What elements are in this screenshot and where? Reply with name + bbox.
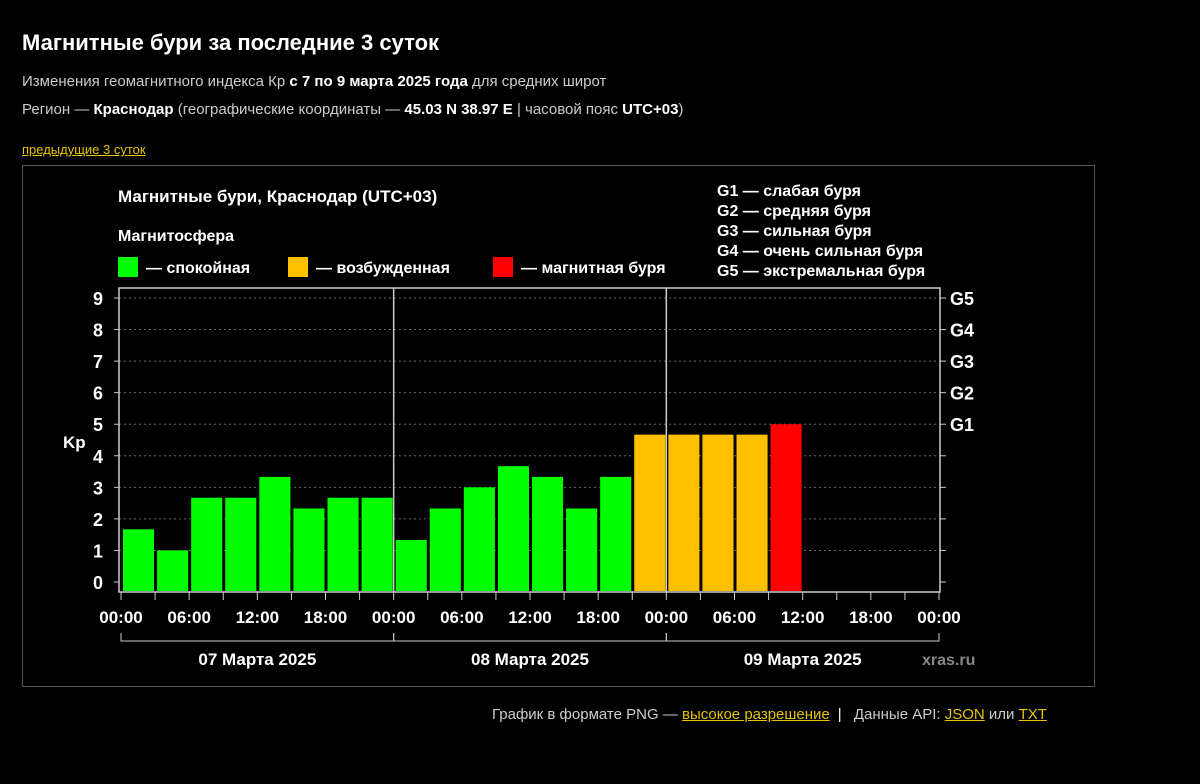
coords-value: 45.03 N 38.97 E	[404, 101, 513, 118]
storm-legend: G1 — слабая буря G2 — средняя буря G3 — си…	[717, 183, 925, 280]
kp-bar	[634, 434, 666, 591]
or-text: или	[984, 706, 1019, 723]
period-dates: с 7 по 9 марта 2025 года	[289, 73, 468, 90]
storm-legend-item: G2 — средняя буря	[717, 203, 871, 220]
subtitle-region: Регион — Краснодар (географические коорд…	[22, 101, 683, 118]
x-tick-label: 12:00	[781, 608, 824, 627]
kp-bar	[770, 424, 802, 591]
kp-bar	[532, 476, 564, 591]
day-label: 08 Марта 2025	[471, 650, 589, 669]
kp-bar	[395, 540, 427, 591]
storm-legend-item: G1 — слабая буря	[717, 183, 861, 200]
y-tick-label: 0	[93, 573, 103, 593]
day-label: 07 Марта 2025	[198, 650, 316, 669]
watermark: xras.ru	[922, 652, 975, 669]
x-tick-label: 06:00	[713, 608, 756, 627]
kp-bar	[361, 497, 393, 591]
kp-bar	[293, 508, 325, 591]
chart-frame	[22, 165, 1095, 687]
page-title: Магнитные бури за последние 3 суток	[22, 30, 440, 55]
timezone-value: UTC+03	[622, 101, 679, 118]
x-tick-label: 18:00	[576, 608, 619, 627]
json-link[interactable]: JSON	[944, 706, 985, 723]
y-tick-label: 7	[93, 352, 103, 372]
legend-swatch	[288, 257, 308, 277]
kp-bar	[429, 508, 461, 591]
high-res-link[interactable]: высокое разрешение	[681, 706, 830, 723]
kp-bar	[327, 497, 359, 591]
kp-bar	[157, 550, 189, 591]
x-tick-label: 18:00	[849, 608, 892, 627]
x-tick-label: 12:00	[236, 608, 279, 627]
api-text: Данные API:	[849, 706, 945, 723]
kp-bar	[463, 487, 495, 591]
g-level-label: G4	[950, 321, 974, 341]
legend-label: — магнитная буря	[521, 260, 666, 277]
storm-legend-item: G4 — очень сильная буря	[717, 243, 923, 260]
chart-title: Магнитные бури, Краснодар (UTC+03)	[118, 187, 437, 206]
legend-swatch	[118, 257, 138, 277]
subtitle-period: Изменения геомагнитного индекса Кр с 7 п…	[22, 73, 606, 90]
y-tick-label: 8	[93, 321, 103, 341]
y-tick-label: 3	[93, 478, 103, 498]
x-tick-label: 00:00	[372, 608, 415, 627]
region-name: Краснодар	[93, 101, 174, 118]
y-tick-label: 5	[93, 415, 103, 435]
period-text: Изменения геомагнитного индекса Кр	[22, 73, 290, 90]
kp-bar	[736, 434, 768, 591]
x-tick-label: 00:00	[99, 608, 142, 627]
separator: |	[837, 706, 842, 723]
legend-label: — спокойная	[146, 260, 250, 277]
y-tick-label: 6	[93, 384, 103, 404]
y-tick-label: 4	[93, 447, 103, 467]
footer: График в формате PNG — высокое разрешени…	[492, 706, 1047, 723]
g-level-label: G5	[950, 289, 974, 309]
coords-label: (географические координаты —	[173, 101, 405, 118]
y-tick-label: 1	[93, 541, 103, 561]
period-suffix: для средних широт	[467, 73, 607, 90]
storm-legend-item: G5 — экстремальная буря	[717, 263, 925, 280]
legend-swatch	[493, 257, 513, 277]
x-tick-label: 18:00	[304, 608, 347, 627]
y-tick-label: 9	[93, 289, 103, 309]
x-tick-label: 00:00	[645, 608, 688, 627]
kp-bar	[191, 497, 223, 591]
kp-bar	[259, 476, 291, 591]
x-tick-label: 06:00	[440, 608, 483, 627]
png-text: График в формате PNG —	[492, 706, 682, 723]
storm-legend-item: G3 — сильная буря	[717, 223, 872, 240]
kp-bar	[668, 434, 700, 591]
legend-title: Магнитосфера	[118, 228, 234, 245]
kp-bar	[566, 508, 598, 591]
kp-bar	[497, 466, 529, 591]
y-axis-label: Kp	[63, 433, 86, 452]
g-level-label: G1	[950, 415, 974, 435]
legend-label: — возбужденная	[316, 260, 450, 277]
kp-bar	[225, 497, 257, 591]
g-level-label: G2	[950, 384, 974, 404]
y-tick-label: 2	[93, 510, 103, 530]
paren-close: )	[678, 101, 684, 118]
day-label: 09 Марта 2025	[744, 650, 862, 669]
kp-bar	[123, 529, 155, 591]
x-tick-label: 00:00	[917, 608, 960, 627]
legend: — спокойная — возбужденная — магнитная бур…	[118, 257, 666, 277]
region-label: Регион —	[22, 101, 94, 118]
previous-3-days-link[interactable]: предыдущие 3 суток	[22, 142, 146, 157]
x-tick-label: 06:00	[167, 608, 210, 627]
g-level-label: G3	[950, 352, 974, 372]
x-tick-label: 12:00	[508, 608, 551, 627]
kp-bar	[702, 434, 734, 591]
txt-link[interactable]: TXT	[1018, 706, 1047, 723]
timezone-label: | часовой пояс	[512, 101, 623, 118]
kp-bar	[600, 476, 632, 591]
day-bracket	[665, 633, 940, 642]
